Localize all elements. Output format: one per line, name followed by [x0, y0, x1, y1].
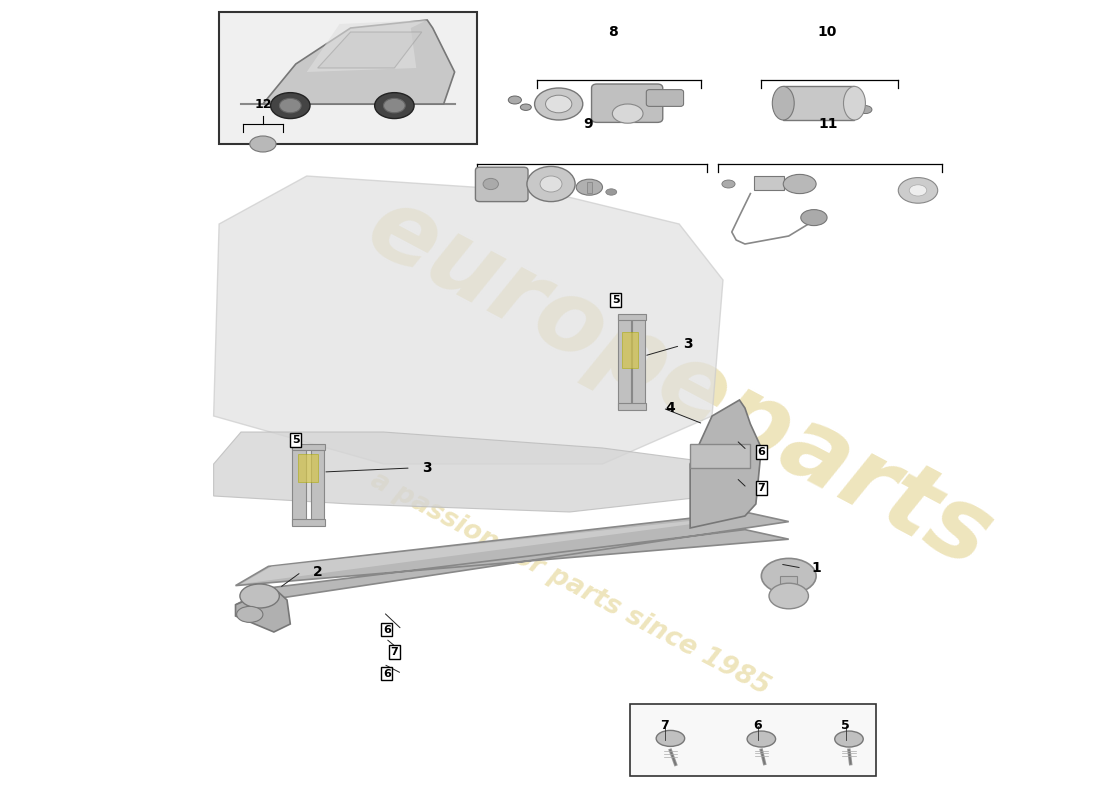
Ellipse shape [801, 210, 827, 226]
Polygon shape [318, 32, 421, 68]
Ellipse shape [722, 180, 735, 188]
Ellipse shape [240, 584, 279, 608]
Ellipse shape [899, 178, 937, 203]
Text: 9: 9 [583, 117, 593, 131]
Text: 5: 5 [842, 719, 850, 732]
Polygon shape [213, 432, 723, 512]
Ellipse shape [520, 104, 531, 110]
Bar [754, 176, 784, 190]
Ellipse shape [508, 96, 521, 104]
Ellipse shape [527, 166, 575, 202]
FancyBboxPatch shape [618, 315, 631, 409]
Bar [623, 332, 638, 368]
Bar [630, 704, 877, 776]
Ellipse shape [384, 98, 405, 113]
Text: 1: 1 [811, 561, 821, 575]
Text: 8: 8 [608, 25, 618, 39]
Bar [690, 444, 750, 468]
Ellipse shape [606, 189, 617, 195]
Ellipse shape [540, 176, 562, 192]
Ellipse shape [761, 558, 816, 594]
Ellipse shape [910, 185, 927, 196]
Text: europeparts: europeparts [351, 178, 1008, 590]
Bar [298, 454, 318, 482]
FancyBboxPatch shape [647, 90, 683, 106]
Ellipse shape [747, 731, 776, 747]
Bar [780, 576, 798, 594]
Polygon shape [263, 20, 454, 104]
Text: 5: 5 [292, 435, 299, 445]
Bar [618, 314, 647, 320]
Text: 3: 3 [422, 461, 432, 475]
Ellipse shape [835, 731, 864, 747]
Polygon shape [307, 20, 427, 72]
FancyBboxPatch shape [475, 167, 528, 202]
Text: 7: 7 [661, 719, 669, 732]
Ellipse shape [859, 106, 872, 114]
Ellipse shape [535, 88, 583, 120]
FancyBboxPatch shape [632, 315, 646, 409]
Text: 4: 4 [666, 401, 675, 415]
FancyBboxPatch shape [311, 447, 324, 525]
Text: 12: 12 [254, 98, 272, 110]
Ellipse shape [576, 179, 603, 195]
Text: 6: 6 [754, 719, 762, 732]
Ellipse shape [769, 583, 808, 609]
Bar [219, 12, 476, 144]
Text: 5: 5 [612, 295, 619, 305]
Text: 6: 6 [758, 447, 766, 457]
Ellipse shape [271, 93, 310, 118]
Ellipse shape [483, 178, 498, 190]
Ellipse shape [844, 86, 866, 120]
Ellipse shape [657, 730, 684, 746]
Text: 11: 11 [818, 117, 838, 131]
Bar [293, 444, 326, 450]
Text: 6: 6 [383, 669, 390, 678]
Bar [587, 182, 592, 193]
Ellipse shape [375, 93, 414, 118]
FancyBboxPatch shape [293, 447, 306, 525]
Ellipse shape [279, 98, 301, 113]
Ellipse shape [236, 606, 263, 622]
Text: 2: 2 [312, 565, 322, 579]
Ellipse shape [783, 174, 816, 194]
Bar [618, 403, 647, 410]
Text: 3: 3 [683, 337, 693, 351]
Polygon shape [213, 176, 723, 464]
Ellipse shape [250, 136, 276, 152]
Text: 6: 6 [383, 625, 390, 634]
Polygon shape [235, 512, 789, 605]
Bar [783, 86, 855, 120]
Polygon shape [235, 588, 290, 632]
Polygon shape [241, 515, 743, 584]
Ellipse shape [546, 95, 572, 113]
Bar [293, 519, 326, 526]
Text: 7: 7 [390, 647, 398, 657]
FancyBboxPatch shape [592, 84, 663, 122]
Ellipse shape [613, 104, 644, 123]
Text: a passion for parts since 1985: a passion for parts since 1985 [365, 467, 773, 701]
Ellipse shape [772, 86, 794, 120]
Text: 10: 10 [817, 25, 837, 39]
Polygon shape [690, 400, 761, 528]
Text: 7: 7 [758, 483, 766, 493]
